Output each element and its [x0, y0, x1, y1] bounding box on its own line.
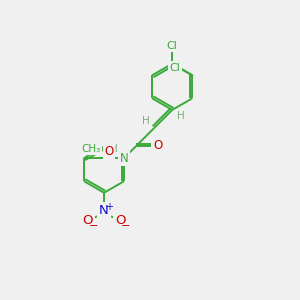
Text: H: H: [110, 144, 118, 154]
Text: Cl: Cl: [169, 63, 180, 73]
Text: O: O: [115, 214, 125, 227]
Text: N: N: [99, 204, 109, 217]
Text: O: O: [153, 140, 162, 152]
Text: O: O: [104, 145, 113, 158]
Text: +: +: [105, 202, 113, 212]
Text: O: O: [82, 214, 93, 227]
Text: CH₃: CH₃: [81, 144, 100, 154]
Text: −: −: [88, 221, 98, 231]
Text: H: H: [177, 111, 185, 122]
Text: N: N: [120, 152, 128, 165]
Text: Cl: Cl: [167, 41, 178, 51]
Text: H: H: [142, 116, 149, 126]
Text: −: −: [121, 221, 130, 231]
